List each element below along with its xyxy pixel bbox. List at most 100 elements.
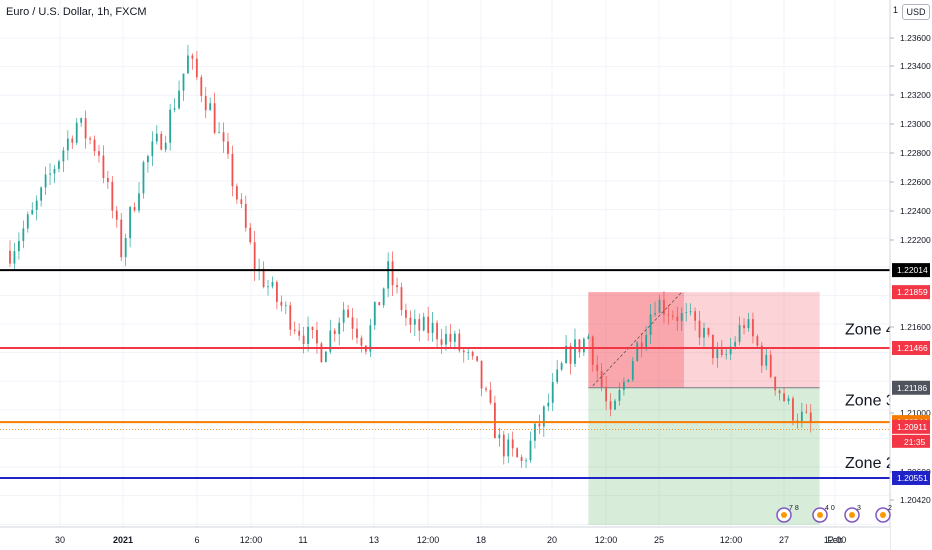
candle-body [760,345,763,366]
candle-body [703,327,705,338]
candle [227,132,229,159]
candle-body [120,219,123,258]
candle [147,154,149,173]
candle-body [44,174,47,188]
level-price-tag: 1.21466 [897,343,928,353]
candle [409,310,412,333]
candle-body [458,333,461,351]
entry-price-tag-bg [892,380,930,395]
zone-label-4: Zone 4 [845,322,895,339]
candle-body [84,118,87,139]
candle [587,333,590,340]
candle-body [338,322,341,335]
candle [26,211,29,233]
price-tick-label: 1.22600 [900,177,931,187]
candle [792,396,794,426]
candle-body [502,434,505,457]
candle-body [124,238,127,258]
candle [542,405,545,437]
candle-body [293,329,296,331]
candle-body [489,389,492,403]
candle-body [636,342,639,362]
candle-body [747,319,750,329]
candle-body [244,203,247,228]
candle-body [231,153,234,187]
candle [756,334,759,348]
candle [169,104,172,151]
candle-body [467,351,470,353]
candle-body [164,142,167,150]
candle-body [253,242,256,270]
candle-body [752,319,754,337]
price-levels [0,269,890,479]
candle-body [75,122,78,143]
candle [84,110,87,149]
candle [155,125,158,145]
candle [324,350,327,363]
candle-body [391,261,394,286]
candle [458,329,461,353]
candle-body [289,305,292,330]
candle [440,328,443,354]
candle [209,97,212,111]
candle [22,220,25,249]
candle-body [569,345,572,364]
price-tick-label: 1.20420 [900,495,931,505]
candle-body [58,161,60,169]
candle-body [71,138,74,143]
candle [609,393,612,417]
candle-body [560,363,563,370]
candle-body [200,77,203,96]
candle-body [627,379,630,382]
candle-body [31,209,34,215]
candle [600,362,603,392]
candle [191,53,194,70]
candle-body [551,382,554,403]
candle [31,202,34,215]
chart-title: Euro / U.S. Dollar, 1h, FXCM [6,6,147,18]
current-price-tag: 1.20911 [897,422,927,432]
candle-body [195,58,198,78]
candle [351,308,354,340]
candle [547,393,550,412]
candle-body [115,210,118,220]
candle-body [534,423,536,441]
candle-body [267,286,269,288]
candle-body [342,309,345,323]
candle-body [284,305,287,307]
candle-body [9,250,11,264]
currency-prefix: 1 [893,5,899,15]
candle-body [587,336,590,339]
candle [187,45,189,74]
candle [560,361,563,372]
event-icon-dot [817,512,823,518]
candle [307,316,309,352]
currency-button[interactable]: USD [902,4,930,20]
candle-body [476,356,479,361]
candle [769,350,772,379]
zone-label-3: Zone 3 [845,393,895,410]
candle-body [382,288,385,306]
candle-body [716,349,719,359]
candle [129,205,132,248]
candle [44,166,47,195]
candle-body [525,460,527,462]
level-price-tag-bg [892,263,930,278]
candle [369,318,372,358]
level-price-tag: 1.20551 [897,473,928,483]
candle-body [151,141,154,157]
candle-body [676,316,679,322]
candle-body [387,261,390,289]
candle-body [373,302,376,326]
candle-body [498,434,501,439]
candle-body [40,187,43,201]
candle-body [609,401,612,410]
candle [787,395,790,405]
current-price-tag-bg [892,419,930,434]
time-tick-label: 12:00 [240,535,263,545]
candle [498,427,501,447]
event-icon-dot [880,512,886,518]
candle [649,304,652,344]
candle-body [422,316,425,331]
